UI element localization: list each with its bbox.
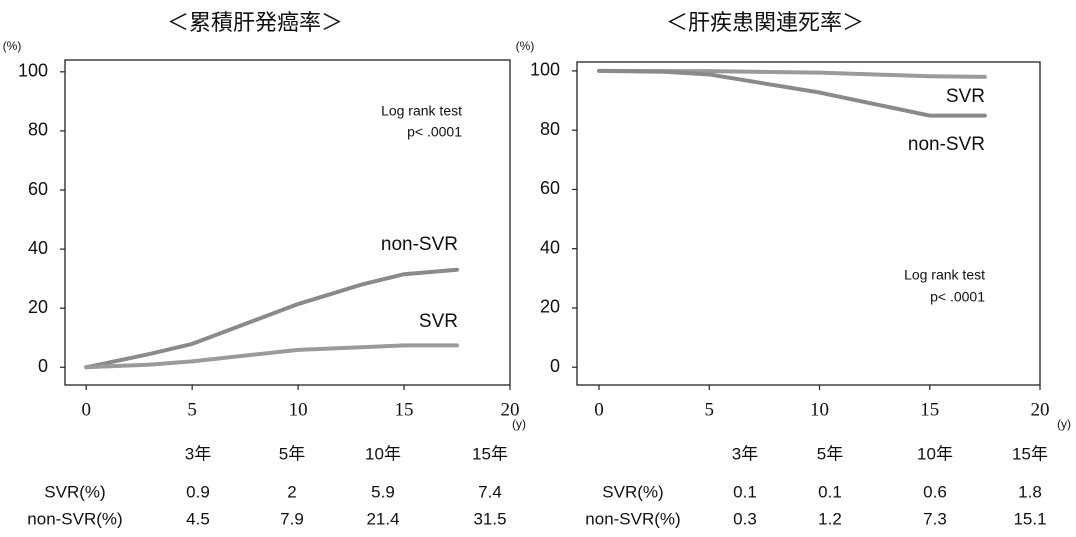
table-header: 5年 xyxy=(817,444,843,463)
y-tick-label: 20 xyxy=(28,297,48,317)
series-label: non-SVR xyxy=(381,234,458,255)
survival-curve xyxy=(597,68,987,118)
table-cell: 0.3 xyxy=(733,509,757,528)
table-header: 10年 xyxy=(917,444,953,463)
y-tick-label: 20 xyxy=(540,297,560,317)
chart-title: ＜肝疾患関連死率＞ xyxy=(666,11,864,36)
y-tick-label: 40 xyxy=(28,238,48,258)
y-tick-label: 0 xyxy=(38,356,48,376)
x-axis-label: (y) xyxy=(1057,417,1071,431)
y-axis-label: (%) xyxy=(516,39,535,53)
table-cell: 5.9 xyxy=(371,482,395,501)
series-label: SVR xyxy=(419,311,458,332)
table-header: 5年 xyxy=(279,444,305,463)
table-cell: 1.2 xyxy=(818,509,842,528)
table-row-label: SVR(%) xyxy=(602,482,663,501)
table-header: 15年 xyxy=(1012,444,1048,463)
table-header: 15年 xyxy=(472,444,508,463)
x-tick-label: 0 xyxy=(81,399,91,420)
y-tick-label: 40 xyxy=(540,237,560,257)
x-tick-label: 10 xyxy=(810,399,829,420)
y-tick-label: 60 xyxy=(28,179,48,199)
x-tick-label: 5 xyxy=(187,399,197,420)
annotation: p< .0001 xyxy=(930,289,985,305)
annotation: Log rank test xyxy=(381,103,462,119)
x-tick-label: 20 xyxy=(501,399,520,420)
table-row-label: non-SVR(%) xyxy=(27,509,122,528)
table-cell: 0.1 xyxy=(818,482,842,501)
x-tick-label: 5 xyxy=(705,399,715,420)
table-header: 3年 xyxy=(185,444,211,463)
table-cell: 7.4 xyxy=(478,482,502,501)
table-cell: 0.9 xyxy=(186,482,210,501)
table-cell: 2 xyxy=(287,482,296,501)
y-tick-label: 0 xyxy=(550,356,560,376)
chart-title: ＜累積肝発癌率＞ xyxy=(167,11,343,36)
y-tick-label: 80 xyxy=(540,119,560,139)
table-row-label: non-SVR(%) xyxy=(585,509,680,528)
survival-curve xyxy=(84,343,460,370)
table-row-label: SVR(%) xyxy=(44,482,105,501)
x-tick-label: 10 xyxy=(289,399,308,420)
plot-frame xyxy=(576,61,1041,386)
x-tick-label: 15 xyxy=(920,399,939,420)
table-cell: 0.6 xyxy=(923,482,947,501)
x-tick-label: 15 xyxy=(395,399,414,420)
table-cell: 7.9 xyxy=(280,509,304,528)
y-tick-label: 100 xyxy=(18,61,48,81)
series-label: non-SVR xyxy=(908,134,985,155)
x-axis-label: (y) xyxy=(512,417,526,431)
table-cell: 15.1 xyxy=(1013,509,1046,528)
table-cell: 21.4 xyxy=(366,509,399,528)
table-header: 10年 xyxy=(365,444,401,463)
table-cell: 31.5 xyxy=(473,509,506,528)
annotation: p< .0001 xyxy=(407,124,462,140)
x-tick-label: 0 xyxy=(594,399,604,420)
x-tick-label: 20 xyxy=(1031,399,1050,420)
series-label: SVR xyxy=(946,86,985,107)
table-header: 3年 xyxy=(732,444,758,463)
survival-curve xyxy=(84,267,460,370)
y-axis-label: (%) xyxy=(3,39,22,53)
y-tick-label: 80 xyxy=(28,120,48,140)
plot-frame xyxy=(64,59,511,386)
annotation: Log rank test xyxy=(904,267,985,283)
y-tick-label: 60 xyxy=(540,178,560,198)
table-cell: 7.3 xyxy=(923,509,947,528)
table-cell: 1.8 xyxy=(1018,482,1042,501)
table-cell: 0.1 xyxy=(733,482,757,501)
table-cell: 4.5 xyxy=(186,509,210,528)
y-tick-label: 100 xyxy=(530,60,560,80)
